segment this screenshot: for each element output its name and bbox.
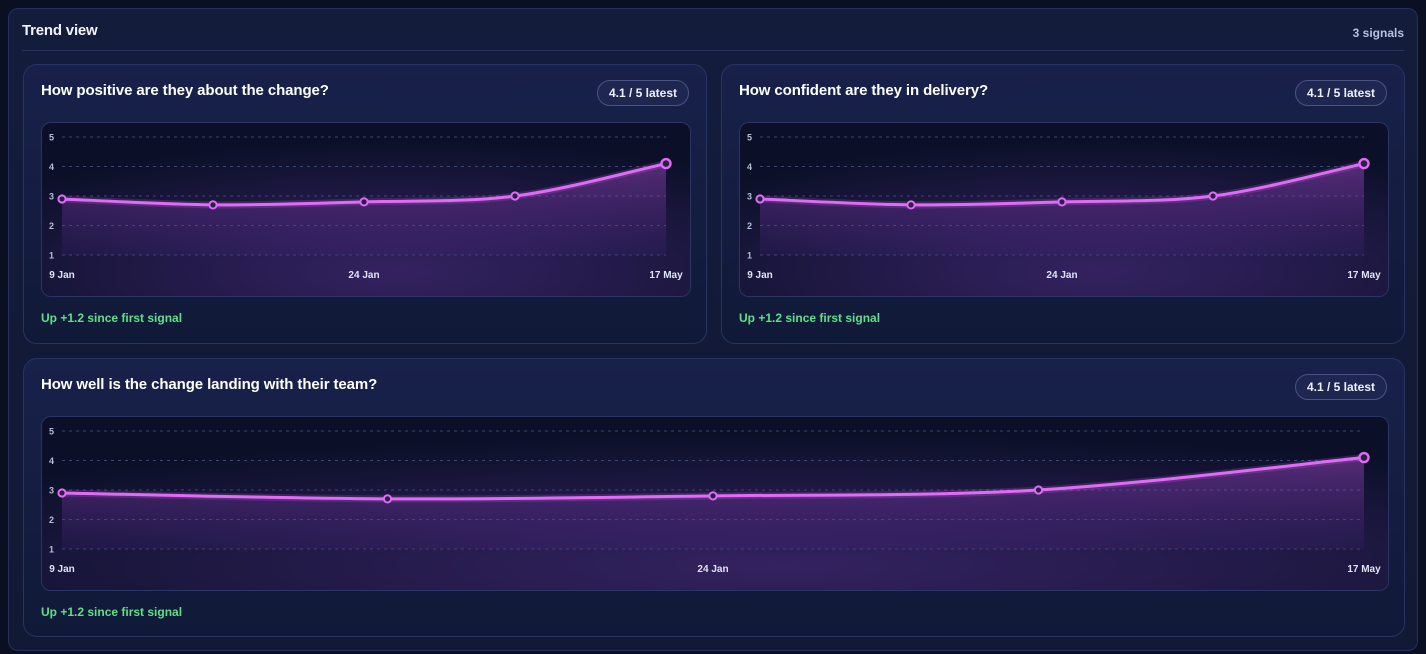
- x-tick-label: 9 Jan: [49, 270, 75, 281]
- data-point[interactable]: [57, 194, 67, 204]
- trend-chart-svg: 1 2 3 4 5 9 Jan 24 Jan 17 May: [42, 123, 690, 296]
- x-tick-label: 24 Jan: [1046, 270, 1077, 281]
- data-point[interactable]: [906, 200, 916, 210]
- data-point[interactable]: [382, 494, 393, 504]
- signal-card-positive: How positive are they about the change? …: [23, 64, 707, 344]
- y-tick-label: 3: [49, 192, 54, 202]
- trend-view-panel: Trend view 3 signals How positive are th…: [8, 8, 1418, 651]
- card-title: How positive are they about the change?: [41, 82, 329, 99]
- series-area: [62, 457, 1364, 549]
- y-tick-label: 3: [49, 486, 54, 496]
- y-tick-label: 4: [49, 162, 54, 172]
- data-point[interactable]: [208, 200, 218, 210]
- y-tick-label: 5: [49, 133, 54, 143]
- y-tick-label: 2: [49, 221, 54, 231]
- data-point[interactable]: [510, 191, 520, 201]
- y-tick-label: 4: [49, 456, 54, 466]
- x-tick-label: 24 Jan: [348, 270, 379, 281]
- trend-chart: 1 2 3 4 5 9 Jan 24 Jan 17 May: [41, 122, 691, 297]
- change-summary: Up +1.2 since first signal: [739, 311, 881, 325]
- x-tick-label: 17 May: [649, 270, 683, 281]
- data-point[interactable]: [755, 194, 765, 204]
- latest-score-badge: 4.1 / 5 latest: [1294, 80, 1387, 106]
- panel-divider: [22, 50, 1404, 51]
- latest-score-badge: 4.1 / 5 latest: [596, 80, 689, 106]
- y-tick-label: 2: [747, 221, 752, 231]
- data-point[interactable]: [1358, 451, 1370, 464]
- data-point[interactable]: [1057, 197, 1067, 207]
- data-point[interactable]: [1033, 485, 1044, 495]
- latest-score-badge: 4.1 / 5 latest: [1294, 374, 1387, 400]
- change-summary: Up +1.2 since first signal: [41, 605, 183, 619]
- trend-chart: 1 2 3 4 5 9 Jan 24 Jan 17 May: [41, 416, 1389, 591]
- change-summary: Up +1.2 since first signal: [41, 311, 183, 325]
- panel-title: Trend view: [22, 22, 98, 39]
- series-area: [760, 163, 1364, 255]
- x-tick-label: 17 May: [1347, 564, 1381, 575]
- y-tick-label: 1: [49, 545, 54, 555]
- signal-count: 3 signals: [1352, 26, 1404, 40]
- series-area: [62, 163, 666, 255]
- x-tick-label: 9 Jan: [747, 270, 773, 281]
- y-tick-label: 5: [747, 133, 752, 143]
- data-point[interactable]: [660, 157, 672, 170]
- card-title: How confident are they in delivery?: [739, 82, 989, 99]
- x-tick-label: 9 Jan: [49, 564, 75, 575]
- data-point[interactable]: [708, 491, 718, 501]
- x-tick-label: 17 May: [1347, 270, 1381, 281]
- data-point[interactable]: [1208, 191, 1218, 201]
- x-tick-label: 24 Jan: [697, 564, 728, 575]
- y-tick-label: 1: [747, 251, 752, 261]
- card-title: How well is the change landing with thei…: [41, 376, 378, 393]
- trend-chart-svg: 1 2 3 4 5 9 Jan 24 Jan 17 May: [42, 417, 1388, 590]
- signal-card-team: How well is the change landing with thei…: [23, 358, 1405, 637]
- y-tick-label: 2: [49, 515, 54, 525]
- trend-chart-svg: 1 2 3 4 5 9 Jan 24 Jan 17 May: [740, 123, 1388, 296]
- data-point[interactable]: [1358, 157, 1370, 170]
- trend-chart: 1 2 3 4 5 9 Jan 24 Jan 17 May: [739, 122, 1389, 297]
- y-tick-label: 3: [747, 192, 752, 202]
- y-tick-label: 1: [49, 251, 54, 261]
- data-point[interactable]: [359, 197, 369, 207]
- signal-card-confidence: How confident are they in delivery? 4.1 …: [721, 64, 1405, 344]
- data-point[interactable]: [57, 488, 67, 498]
- y-tick-label: 4: [747, 162, 752, 172]
- y-tick-label: 5: [49, 427, 54, 437]
